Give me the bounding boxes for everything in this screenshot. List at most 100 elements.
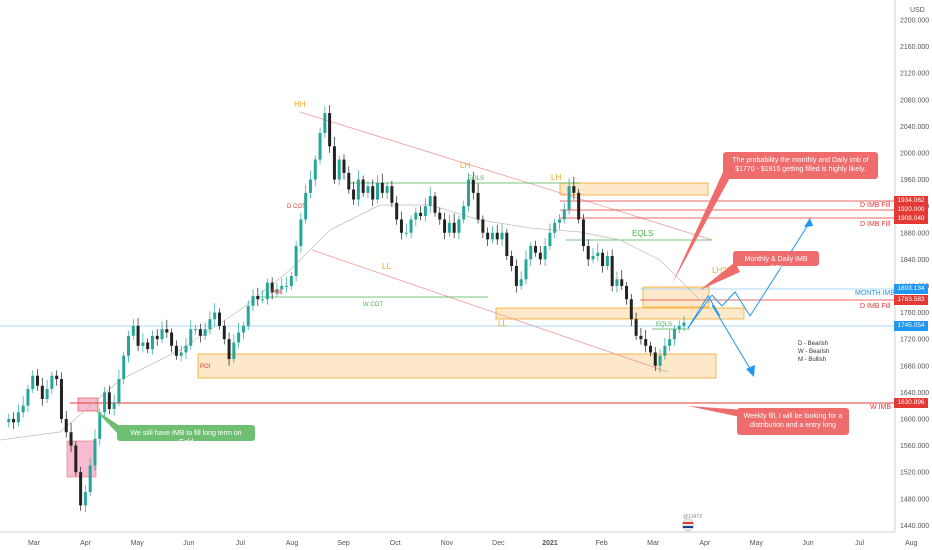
candle-body: [653, 352, 657, 366]
candle-body: [59, 379, 63, 419]
candle-body: [548, 232, 552, 247]
candle-body: [457, 219, 461, 233]
candle-body: [586, 246, 590, 260]
label-d-imb-fill-2: D IMB Fill: [860, 221, 891, 228]
callout-gold: We still have IMB to fill long term on G…: [117, 425, 255, 446]
candle-body: [361, 179, 365, 193]
candle-body: [251, 295, 255, 306]
candle-body: [658, 355, 662, 366]
candle-body: [356, 179, 360, 200]
candle-body: [385, 186, 389, 193]
candle-body: [481, 219, 485, 233]
candle-body: [629, 299, 633, 320]
candle-body: [198, 329, 202, 336]
candle-body: [591, 256, 595, 260]
x-tick-label: 2021: [542, 540, 558, 547]
candle-body: [194, 329, 198, 331]
x-tick-label: Jul: [236, 540, 245, 547]
price-tag-1630: 1630.896: [894, 398, 928, 408]
candle-body: [103, 392, 107, 413]
candle-body: [203, 329, 207, 336]
y-tick-label: 1840.000: [900, 257, 929, 264]
moving-average: [0, 204, 701, 441]
candle-body: [577, 192, 581, 220]
candle-body: [275, 289, 279, 293]
candle-body: [639, 335, 643, 340]
candle-body: [313, 159, 317, 180]
candle-body: [447, 222, 451, 233]
candle-body: [270, 282, 274, 293]
candle-body: [399, 219, 403, 233]
label-eqls-2: EQLS: [632, 229, 653, 238]
time-axis[interactable]: Mar Apr May Jun Jul Aug Sep Oct Nov Dec 2021 Feb Mar…: [28, 540, 918, 547]
callout-probability: The probability the monthly and Daily im…: [723, 152, 878, 179]
candle-body: [409, 219, 413, 233]
candle-body: [500, 232, 504, 240]
label-poi-1: POI: [271, 290, 282, 296]
candle-body: [615, 279, 619, 286]
candle-body: [328, 113, 332, 147]
label-w-imb: W IMB: [870, 404, 891, 411]
callout-weekly: Weekly fill, I will be looking for a dis…: [737, 408, 849, 435]
price-axis[interactable]: 1440.000 1480.000 1520.000 1560.000 1600.000…: [900, 17, 929, 529]
candle-body: [16, 412, 20, 423]
candle-body: [112, 402, 116, 409]
candle-body: [371, 186, 375, 200]
candle-body: [476, 192, 480, 220]
y-tick-label: 1720.000: [900, 337, 929, 344]
candle-body: [146, 342, 150, 350]
candle-body: [601, 252, 605, 266]
candle-body: [648, 345, 652, 353]
candle-body: [605, 256, 609, 266]
y-tick-label: 1680.000: [900, 363, 929, 370]
price-tag-1920: 1920.000: [894, 205, 928, 215]
candle-body: [428, 196, 432, 207]
candle-body: [7, 418, 11, 423]
candle-body: [625, 285, 629, 300]
candle-body: [261, 299, 265, 301]
label-poi-2: POI: [200, 364, 211, 370]
label-eqls-3: EQLS: [656, 322, 672, 328]
candle-body: [332, 146, 336, 180]
ll-zone: [495, 307, 745, 320]
x-tick-label: Mar: [647, 540, 660, 547]
candle-body: [404, 232, 408, 234]
candle-body: [222, 325, 226, 340]
candle-body: [495, 232, 499, 240]
candle-body: [217, 312, 221, 326]
y-tick-label: 1600.000: [900, 416, 929, 423]
candle-body: [131, 325, 135, 336]
candle-body: [170, 332, 174, 346]
candle-body: [581, 219, 585, 247]
pink-imb-zone-small: [77, 397, 99, 412]
candle-body: [347, 172, 351, 190]
label-d-imb-fill-3: D IMB Fill: [860, 303, 891, 310]
candle-body: [514, 266, 518, 286]
x-tick-label: Jun: [802, 540, 813, 547]
callout-pointer-weekly: [688, 406, 745, 418]
candle-body: [553, 222, 557, 233]
candle-body: [395, 202, 399, 220]
y-tick-label: 1520.000: [900, 470, 929, 477]
candle-body: [36, 375, 40, 386]
callout-pointer-gold: [94, 409, 120, 436]
candle-body: [127, 335, 131, 356]
candle-body: [136, 325, 140, 346]
candle-body: [462, 206, 466, 220]
candle-body: [433, 196, 437, 213]
candle-body: [510, 256, 514, 266]
candle-body: [610, 256, 614, 286]
candle-body: [213, 312, 217, 320]
candle-body: [117, 379, 121, 403]
candle-body: [634, 319, 638, 336]
candle-body: [337, 159, 341, 180]
label-eqls-1: EQLS: [468, 176, 484, 182]
candle-body: [380, 182, 384, 193]
callout-pointer-poi: [700, 262, 740, 290]
candle-body: [174, 345, 178, 356]
y-tick-label: 1640.000: [900, 390, 929, 397]
candle-body: [208, 319, 212, 330]
candle-body: [668, 339, 672, 346]
label-lh-2: LH: [551, 173, 561, 182]
